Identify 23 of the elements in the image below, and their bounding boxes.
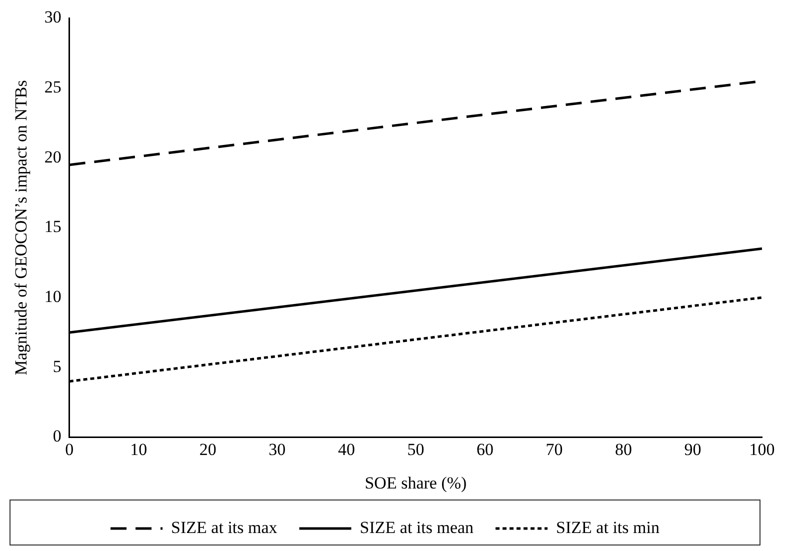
legend-label: SIZE at its max: [171, 518, 278, 537]
y-tick-label: 15: [44, 217, 62, 236]
y-tick-label: 30: [44, 8, 62, 27]
y-axis-title: Magnitude of GEOCON’s impact on NTBs: [12, 80, 31, 376]
x-tick-label: 50: [407, 440, 424, 459]
x-tick-label: 40: [338, 440, 355, 459]
x-tick-label: 70: [546, 440, 563, 459]
x-tick-label: 60: [476, 440, 494, 459]
x-axis-title: SOE share (%): [364, 473, 467, 492]
legend-label: SIZE at its min: [556, 518, 660, 537]
y-tick-label: 20: [44, 147, 62, 166]
y-tick-label: 25: [44, 78, 62, 96]
legend-label: SIZE at its mean: [360, 518, 474, 537]
x-tick-label: 0: [65, 440, 74, 459]
x-tick-label: 20: [199, 440, 216, 459]
y-tick-label: 10: [44, 287, 62, 306]
x-tick-label: 100: [749, 440, 775, 459]
x-tick-label: 30: [268, 440, 286, 459]
y-tick-label: 0: [52, 426, 62, 446]
x-tick-label: 80: [614, 440, 632, 459]
y-tick-label: 5: [52, 356, 62, 376]
x-tick-label: 90: [684, 440, 702, 459]
x-tick-label: 10: [130, 440, 148, 459]
